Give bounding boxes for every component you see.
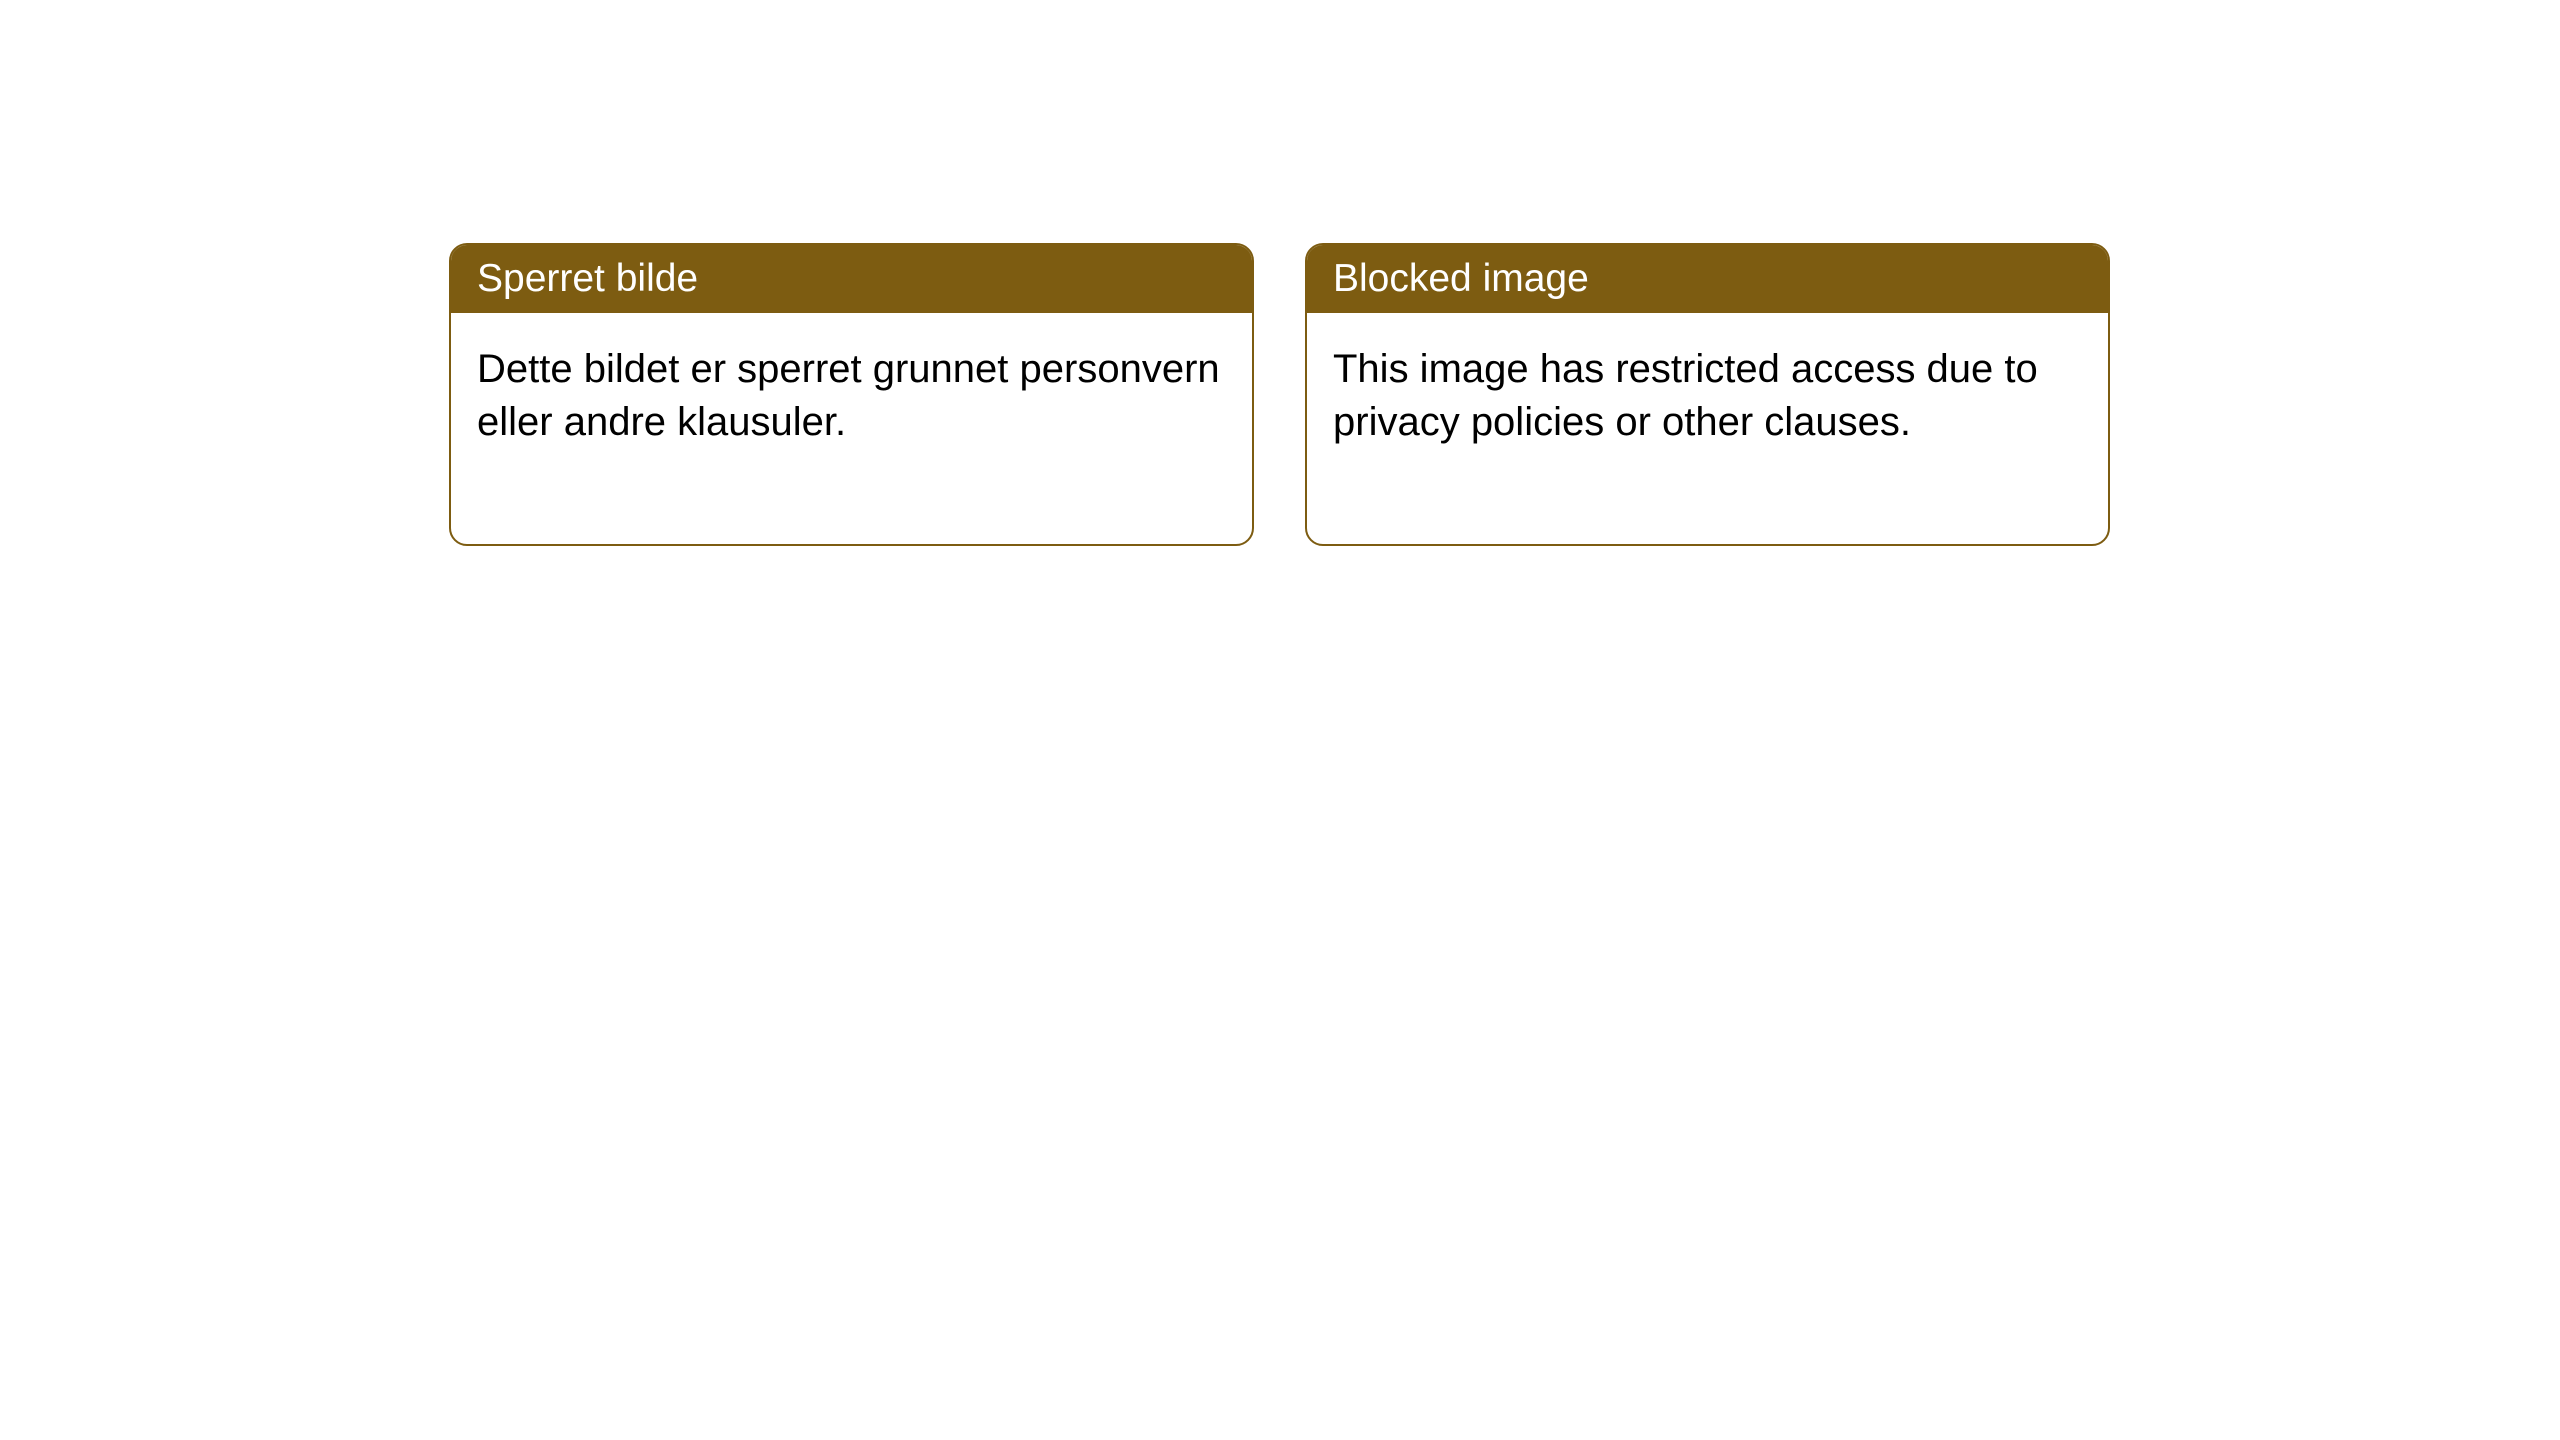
notice-box-norwegian: Sperret bilde Dette bildet er sperret gr… — [449, 243, 1254, 546]
notice-title: Sperret bilde — [451, 245, 1252, 313]
notice-title: Blocked image — [1307, 245, 2108, 313]
notice-body: This image has restricted access due to … — [1307, 313, 2108, 544]
notice-body: Dette bildet er sperret grunnet personve… — [451, 313, 1252, 544]
notice-box-english: Blocked image This image has restricted … — [1305, 243, 2110, 546]
notice-container: Sperret bilde Dette bildet er sperret gr… — [0, 0, 2560, 546]
